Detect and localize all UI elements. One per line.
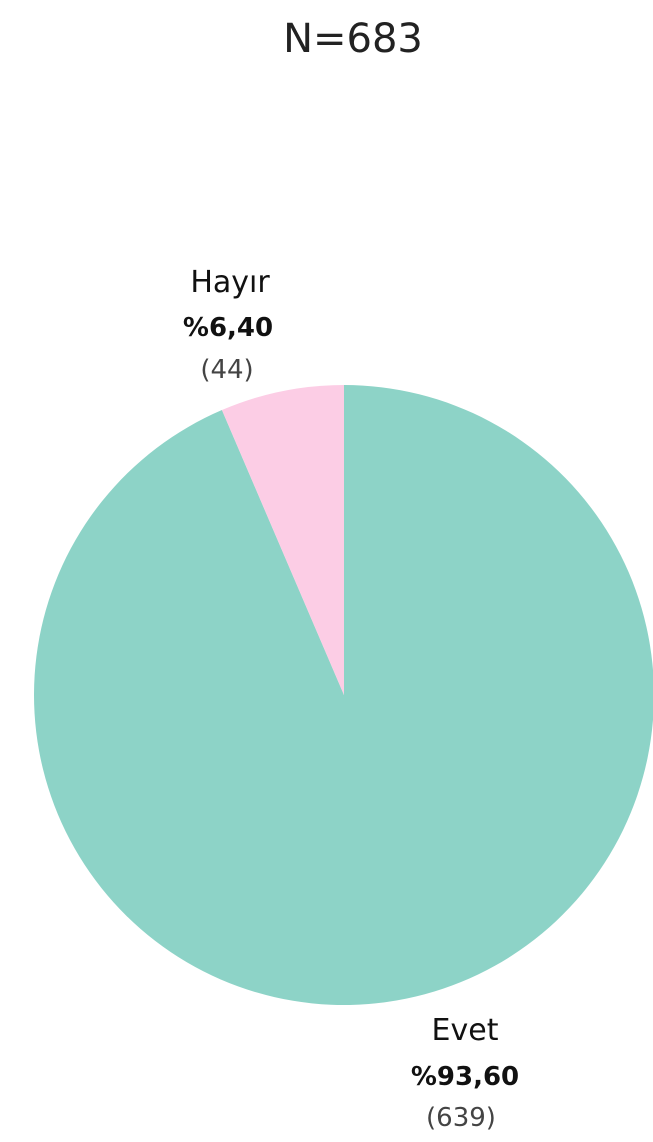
slice-percent-evet: %93,60 bbox=[411, 1062, 519, 1092]
pie-slice-hayir bbox=[221, 385, 344, 695]
slice-count-hayir: (44) bbox=[200, 355, 253, 385]
slice-name-evet: Evet bbox=[432, 1013, 499, 1048]
pie-slice-evet bbox=[34, 385, 653, 1005]
slice-percent-hayir: %6,40 bbox=[183, 313, 273, 343]
slice-label-hayir: Hayır %6,40 (44) bbox=[183, 265, 273, 385]
pie-slices bbox=[34, 385, 653, 1005]
chart-title: N=683 bbox=[283, 16, 423, 62]
slice-name-hayir: Hayır bbox=[190, 265, 270, 300]
slice-count-evet: (639) bbox=[426, 1103, 496, 1133]
slice-label-evet: Evet %93,60 (639) bbox=[411, 1013, 519, 1133]
